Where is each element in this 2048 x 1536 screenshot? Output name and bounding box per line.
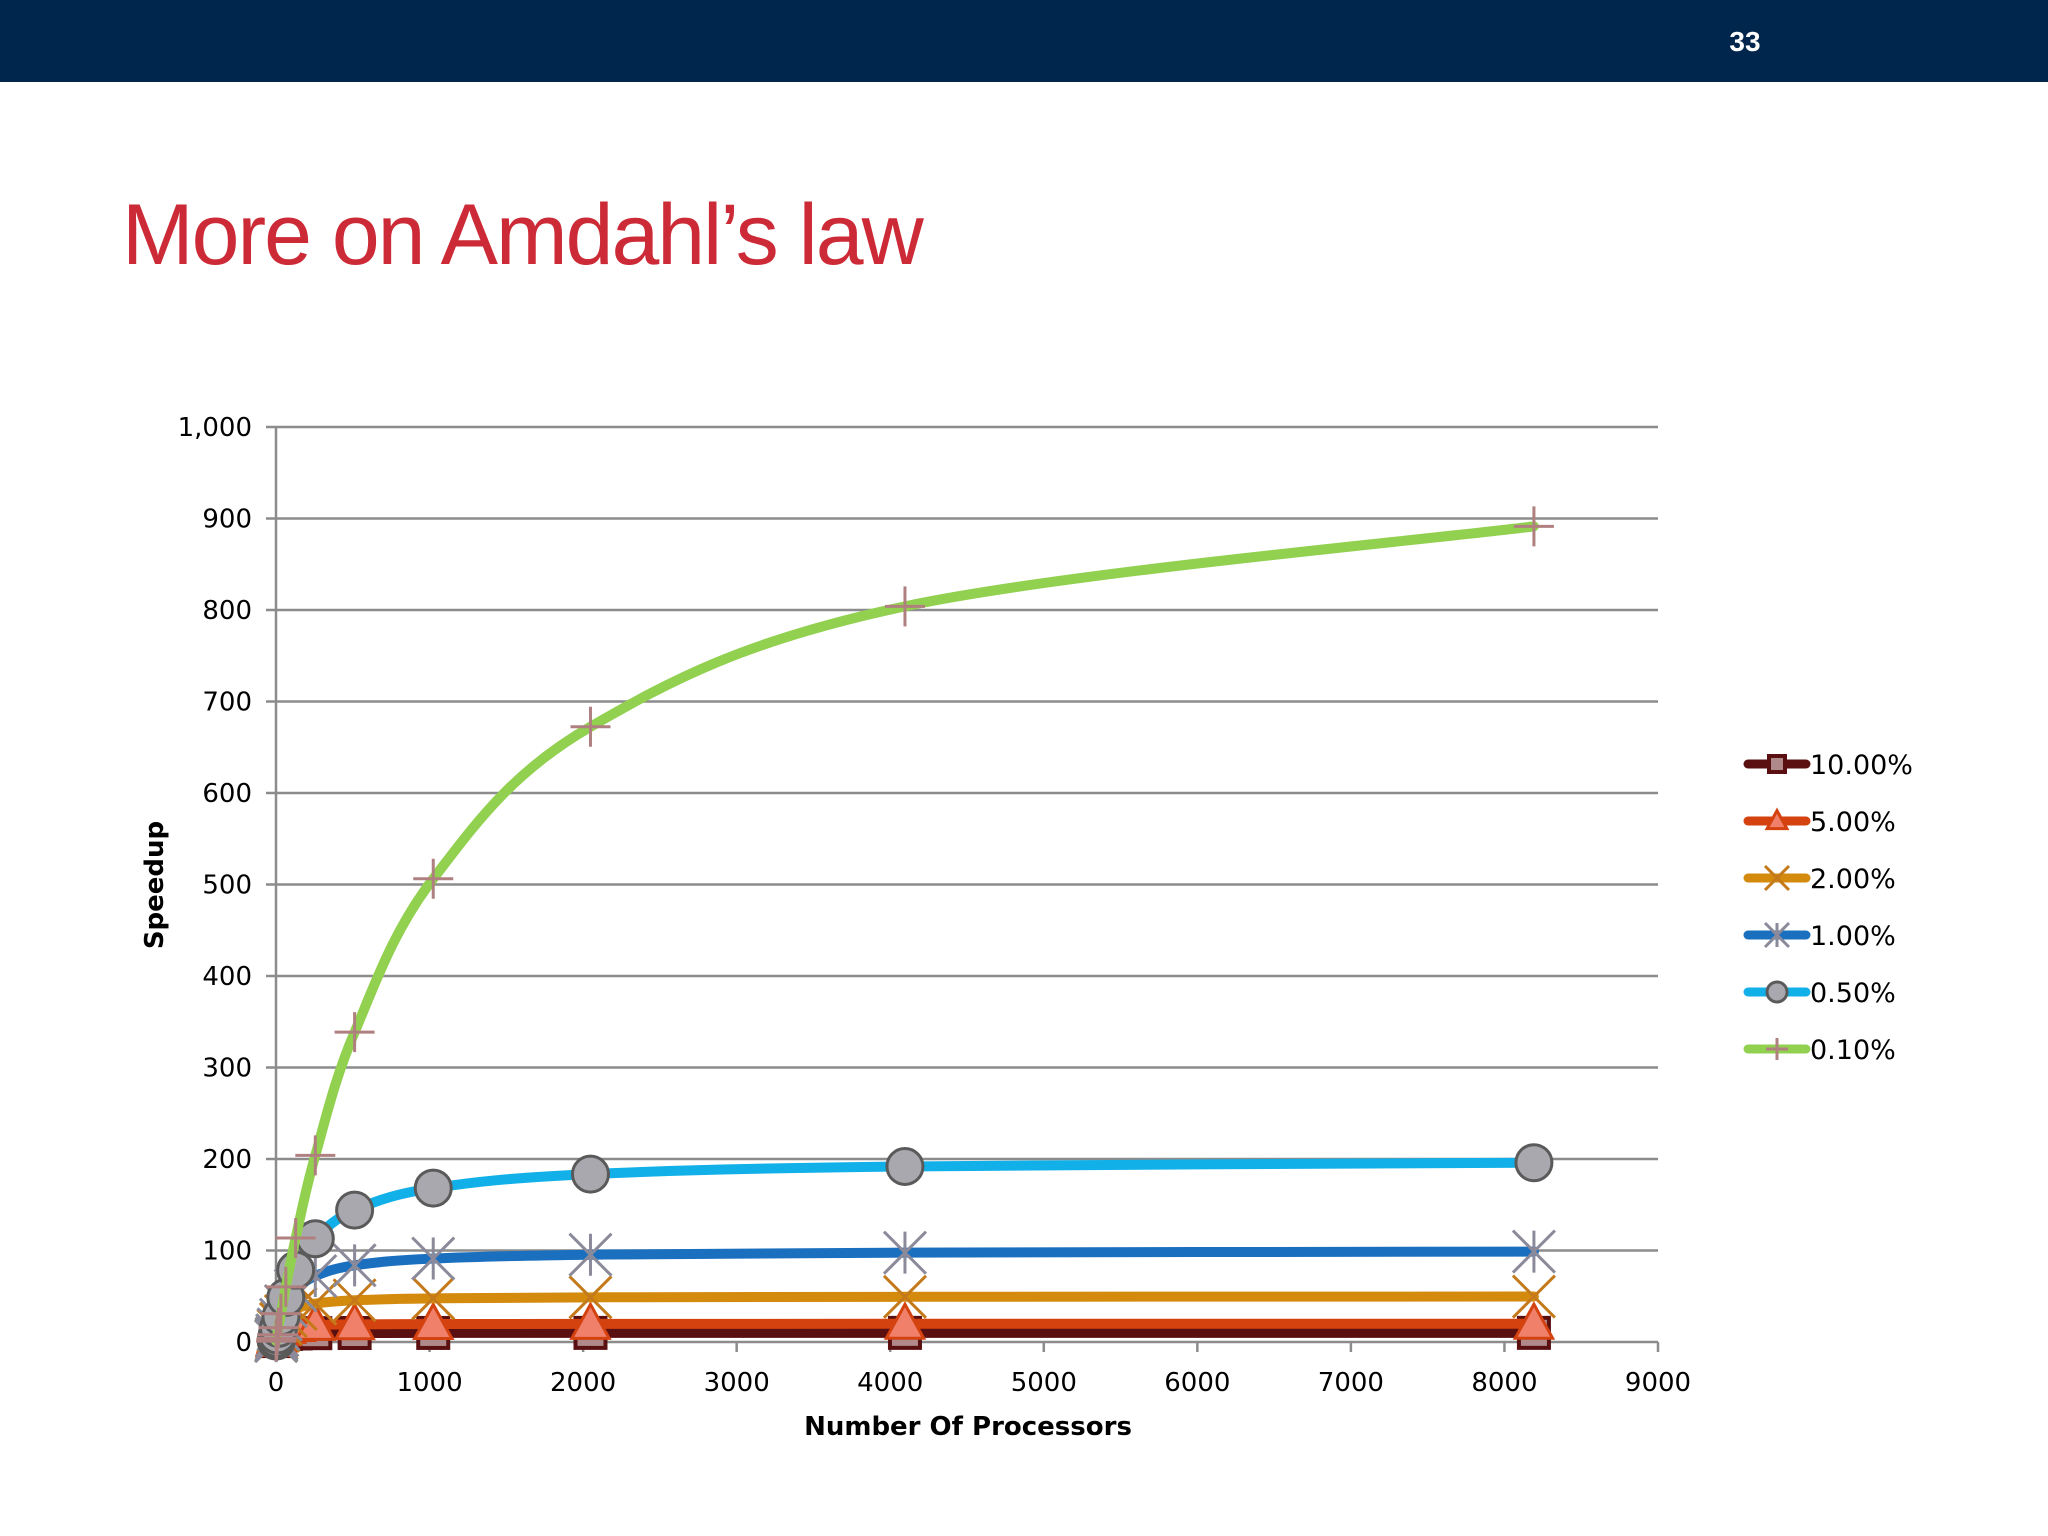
legend-entry: 2.00%	[1748, 864, 1896, 895]
plot-series	[255, 506, 1555, 1362]
x-tick-label: 6000	[1164, 1368, 1230, 1398]
y-tick-label: 1,000	[178, 413, 252, 443]
legend-marker	[1767, 982, 1787, 1002]
legend: 10.00% 5.00% 2.00% 1.00% 0.50% 0.10%	[1748, 750, 1913, 1066]
x-tick-label: 3000	[704, 1368, 770, 1398]
y-tick-label: 100	[202, 1237, 252, 1267]
y-tick-label: 400	[202, 962, 252, 992]
legend-entry: 0.10%	[1748, 1035, 1896, 1066]
y-tick-label: 600	[202, 779, 252, 809]
y-tick-label: 500	[202, 871, 252, 901]
legend-entry: 10.00%	[1748, 750, 1913, 781]
y-tick-label: 0	[235, 1328, 252, 1358]
x-tick-label: 5000	[1011, 1368, 1077, 1398]
legend-label: 5.00%	[1810, 807, 1896, 838]
data-point	[572, 1156, 608, 1192]
y-tick-label: 700	[202, 688, 252, 718]
legend-label: 1.00%	[1810, 921, 1896, 952]
x-tick-label: 8000	[1471, 1368, 1537, 1398]
y-axis-label: Speedup	[140, 821, 170, 949]
legend-marker	[1769, 756, 1785, 772]
legend-label: 2.00%	[1810, 864, 1896, 895]
x-tick-label: 7000	[1318, 1368, 1384, 1398]
series-line	[276, 526, 1534, 1341]
x-tick-label: 9000	[1625, 1368, 1691, 1398]
y-tick-label: 900	[202, 505, 252, 535]
x-axis-label: Number Of Processors	[804, 1412, 1132, 1442]
y-tick-label: 800	[202, 596, 252, 626]
legend-label: 10.00%	[1810, 750, 1913, 781]
y-tick-labels: 0 100 200 300 400 500 600 700 800 900 1,000	[178, 413, 252, 1358]
gridlines	[266, 427, 1658, 1352]
x-tick-labels: 0 1000 2000 3000 4000 5000 6000 7000 8000 9000	[268, 1368, 1691, 1398]
data-point	[885, 586, 925, 626]
data-point	[1516, 1145, 1552, 1181]
data-point	[335, 1012, 375, 1052]
legend-entry: 1.00%	[1748, 921, 1896, 952]
data-point	[295, 1135, 335, 1175]
x-tick-label: 0	[268, 1368, 285, 1398]
y-tick-label: 200	[202, 1145, 252, 1175]
x-tick-label: 2000	[550, 1368, 616, 1398]
legend-label: 0.50%	[1810, 978, 1896, 1009]
legend-label: 0.10%	[1810, 1035, 1896, 1066]
data-point	[337, 1192, 373, 1228]
data-point	[887, 1149, 923, 1185]
data-point	[415, 1170, 451, 1206]
legend-marker	[1766, 1038, 1788, 1060]
x-tick-label: 4000	[857, 1368, 923, 1398]
x-tick-label: 1000	[396, 1368, 462, 1398]
legend-entry: 5.00%	[1748, 807, 1896, 838]
y-tick-label: 300	[202, 1054, 252, 1084]
legend-entry: 0.50%	[1748, 978, 1896, 1009]
data-point	[1514, 506, 1554, 546]
